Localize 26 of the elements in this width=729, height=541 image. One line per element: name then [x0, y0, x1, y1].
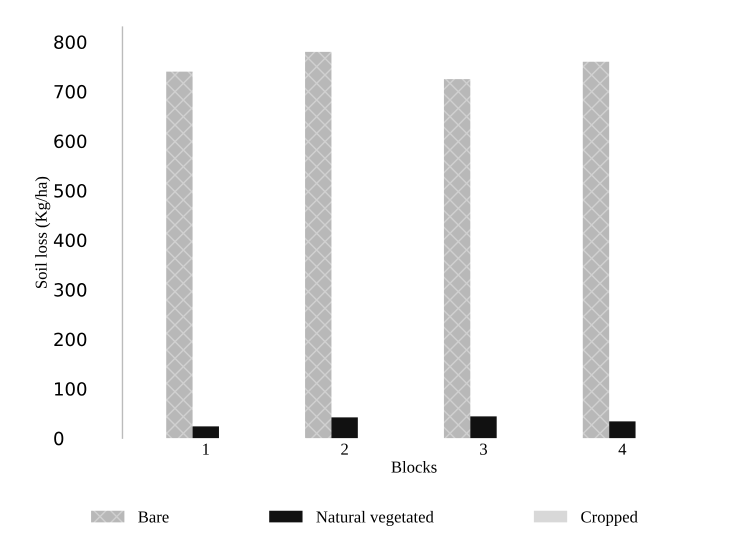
bar [331, 417, 358, 438]
bar [305, 52, 332, 438]
legend-label: Bare [138, 511, 169, 523]
x-axis-title: Blocks [391, 460, 437, 473]
y-tick-label: 600 [54, 134, 86, 148]
bar [444, 79, 470, 438]
y-tick-label: 100 [55, 382, 86, 396]
bar [192, 426, 219, 438]
y-tick-label: 800 [54, 35, 86, 50]
x-tick-label: 3 [480, 444, 488, 455]
y-axis-title: Soil loss (Kg/ha) [35, 176, 50, 288]
y-tick-label: 0 [54, 432, 64, 446]
legend-label: Natural vegetated [316, 510, 434, 526]
x-tick-label: 2 [341, 444, 348, 455]
x-tick-label: 1 [203, 444, 209, 455]
bar [166, 72, 193, 438]
x-tick-label: 4 [618, 444, 626, 455]
legend-label: Cropped [581, 510, 638, 526]
bar [582, 62, 610, 438]
bar [609, 421, 636, 438]
y-tick-label: 700 [54, 84, 86, 99]
y-tick-label: 500 [54, 184, 86, 198]
bar [470, 416, 497, 438]
y-tick-label: 400 [54, 234, 86, 248]
y-tick-label: 200 [54, 332, 86, 346]
y-tick-label: 300 [54, 283, 86, 297]
